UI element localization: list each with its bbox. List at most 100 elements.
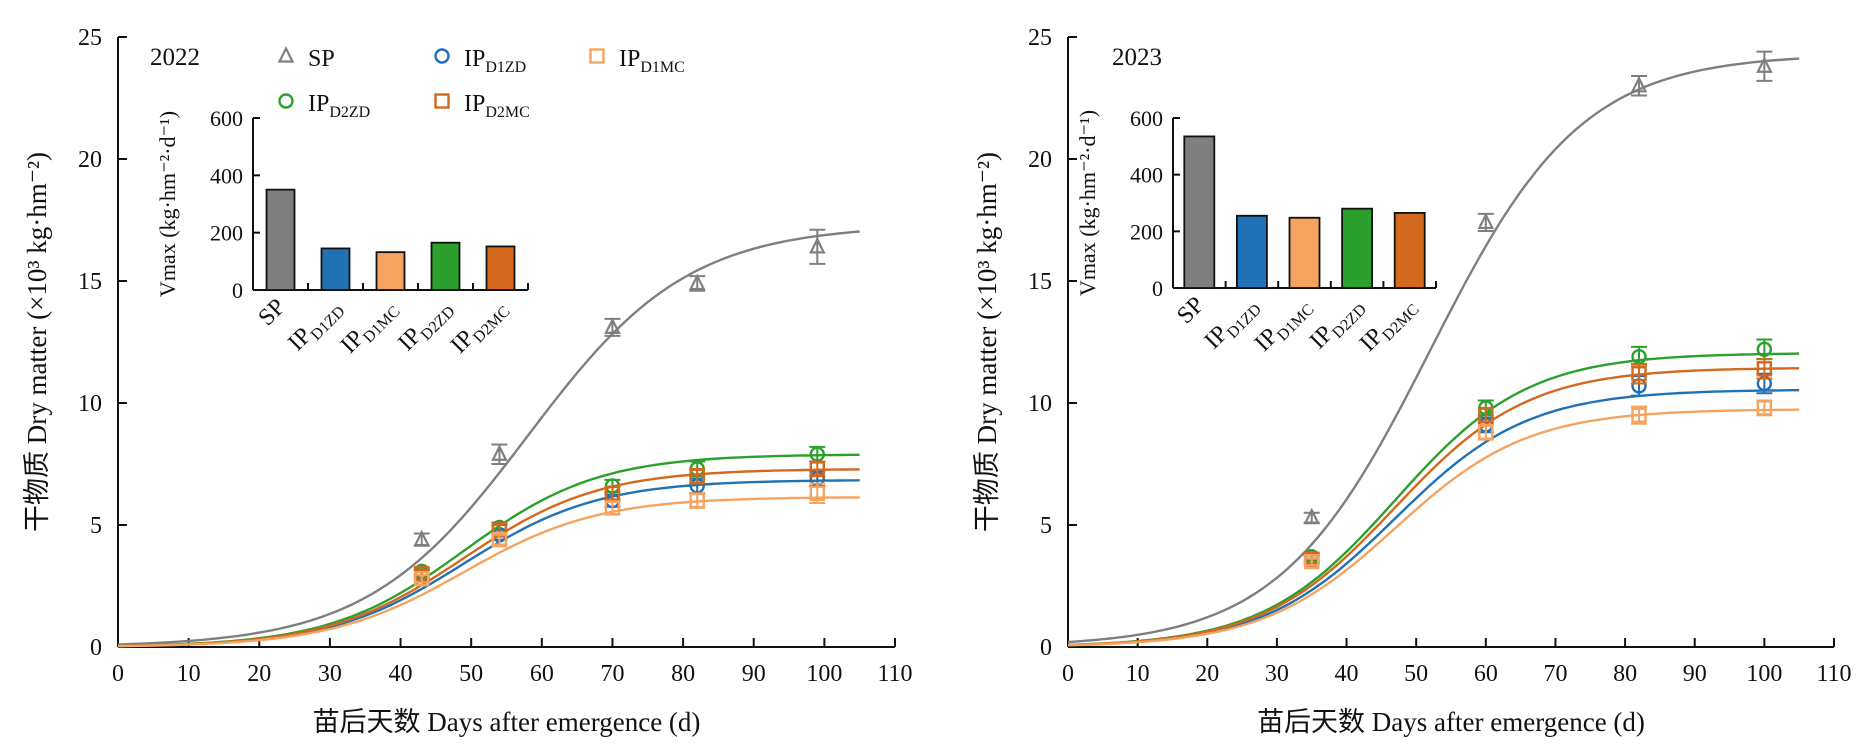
y-tick-label: 15 [78,269,102,295]
inset-category-label-SP: SP [253,294,290,331]
data-point-IP_D1MC [491,531,508,548]
inset-bar-SP [1183,135,1216,289]
data-point-SP [604,317,621,334]
inset-category-label-IP_D2ZD: IPD2ZD [1305,292,1370,357]
data-point-IP_D2MC [604,485,621,501]
x-tick-label: 20 [247,661,271,687]
data-point-SP [1477,212,1495,230]
y-axis-label: 干物质 Dry matter (×10³ kg·hm⁻²) [972,152,1002,532]
fit-line-IP_D2MC [1067,367,1800,647]
inset-category-label-IP_D1MC: IPD1MC [1250,292,1318,360]
x-tick-label: 80 [671,661,695,687]
data-point-IP_D1MC [1756,400,1773,416]
data-point-SP [413,529,431,547]
fit-line-SP [1067,57,1800,644]
data-point-SP [1303,507,1321,525]
data-point-SP [1630,75,1648,93]
y-tick-label: 0 [1040,635,1052,661]
y-tick-label: 15 [1028,269,1052,295]
legend-marker-IP_D1MC [589,48,605,64]
fit-line-IP_D1MC [1067,408,1800,647]
x-tick-label: 110 [1816,661,1851,687]
legend-marker-IP_D2ZD [278,93,294,109]
legend-subscript: D1ZD [485,59,526,76]
x-tick-label: 80 [1613,661,1637,687]
inset-bar-IP_D1MC [1288,216,1321,289]
legend-marker-SP [277,46,295,63]
data-point-SP [688,273,706,291]
x-tick-label: 0 [1062,661,1074,687]
inset-y-tick-label: 400 [210,163,243,188]
x-tick-label: 70 [1543,661,1567,687]
inset-category-subscript: D2MC [1379,301,1422,344]
x-tick-label: 30 [1265,661,1289,687]
data-point-IP_D2MC [809,461,825,477]
panel-2023: 0 10 20 30 40 50 60 70 80 90 100 110 0 5 10 15 20 25 苗后天数 … [972,25,1852,737]
inset-category-label-IP_D2MC: IPD2MC [1355,292,1423,360]
legend-name: IP [619,46,640,72]
data-point-IP_D2MC [1478,407,1494,423]
legend-label-IP_D2MC: IPD2MC [464,91,530,121]
legend-name: SP [308,46,335,72]
x-tick-label: 40 [1335,661,1359,687]
panel-2022: 0 10 20 30 40 50 60 70 80 90 100 110 0 5 10 15 20 25 苗后天数 … [22,25,913,737]
data-point-IP_D1MC [689,492,705,509]
y-tick-label: 20 [1028,147,1052,173]
inset-bar-IP_D1ZD [1236,214,1268,289]
x-tick-label: 20 [1195,661,1219,687]
x-tick-label: 10 [177,661,201,687]
inset-category-label-IP_D2ZD: IPD2ZD [393,294,458,359]
y-axis-label: 干物质 Dry matter (×10³ kg·hm⁻²) [22,152,52,532]
x-tick-label: 30 [318,661,342,687]
fit-line-IP_D2ZD [117,453,860,648]
inset-category-label-IP_D1ZD: IPD1ZD [1200,292,1265,357]
inset-bar-IP_D2MC [1393,212,1426,289]
x-tick-label: 90 [742,661,766,687]
fit-line-IP_D1MC [117,496,860,648]
legend-name: IP [308,91,329,117]
inset-y-tick-label: 600 [1130,106,1163,131]
data-point-IP_D2MC [1756,361,1773,377]
x-axis-label: 苗后天数 Days after emergence (d) [1257,707,1645,737]
y-tick-label: 20 [78,147,102,173]
x-tick-label: 0 [112,661,124,687]
x-tick-label: 60 [530,661,554,687]
panel-year-label: 2023 [1112,44,1162,71]
fit-line-SP [117,230,860,646]
y-tick-label: 10 [78,391,102,417]
inset-bar-IP_D2ZD [1341,207,1373,289]
legend-label-SP: SP [308,46,335,72]
data-point-IP_D2MC [1631,366,1647,382]
inset-y-tick-label: 200 [210,221,243,246]
x-tick-label: 50 [459,661,483,687]
legend-label-IP_D1ZD: IPD1ZD [464,46,526,76]
legend-marker-IP_D2MC [434,93,450,109]
fit-line-IP_D1ZD [1067,389,1800,647]
legend-subscript: D1MC [640,59,684,76]
x-tick-label: 70 [600,661,624,687]
legend-subscript: D2MC [485,104,529,121]
inset-category-name: SP [253,294,290,331]
inset-category-label-IP_D2MC: IPD2MC [446,294,514,362]
x-tick-label: 50 [1404,661,1428,687]
legend-label-IP_D1MC: IPD1MC [619,46,685,76]
legend-subscript: D2ZD [329,104,370,121]
data-point-IP_D1MC [1304,553,1320,570]
inset-bar-IP_D2MC [485,245,516,291]
inset-category-label-IP_D1ZD: IPD1ZD [283,294,348,359]
inset-category-label-SP: SP [1172,292,1209,329]
inset-y-tick-label: 400 [1130,163,1163,188]
fit-line-IP_D1ZD [117,479,860,648]
inset-category-label-IP_D1MC: IPD1MC [336,294,404,362]
data-point-IP_D2ZD [1756,341,1773,358]
x-tick-label: 10 [1126,661,1150,687]
inset-category-subscript: D2MC [470,303,513,346]
inset-category-name: SP [1172,292,1209,329]
data-point-IP_D1MC [809,485,825,501]
panel-year-label: 2022 [150,44,200,71]
data-point-SP [1756,56,1773,73]
legend-name: IP [464,91,485,117]
